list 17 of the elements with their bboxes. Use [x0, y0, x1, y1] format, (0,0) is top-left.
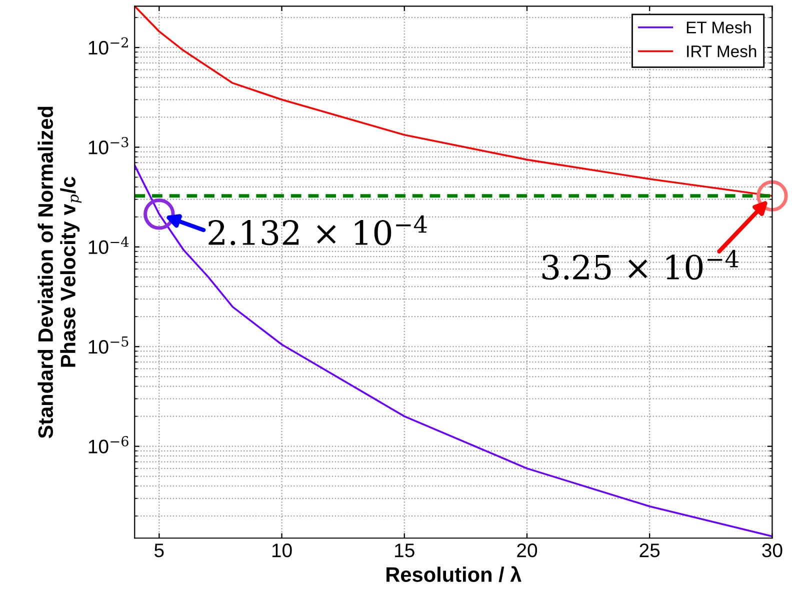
- x-tick-label: 20: [517, 544, 538, 558]
- y-tick-label: 10$^{−2}$: [88, 37, 128, 55]
- annotation: 2.132 × 10$^{−4}$: [208, 215, 427, 246]
- y-tick-label: 10$^{−6}$: [88, 436, 128, 454]
- x-tick-label: 5: [154, 544, 164, 558]
- y-tick-label: 10$^{−4}$: [88, 236, 129, 254]
- x-tick-label: 25: [640, 544, 660, 558]
- y-tick-label: 10$^{−5}$: [88, 336, 128, 354]
- x-tick-label: 30: [762, 544, 782, 558]
- legend-label: IRT Mesh: [687, 45, 756, 58]
- y-axis-title: Standard Deviation of Normalized Phase Velocity v$_{p}$/c: [38, 106, 82, 438]
- legend-label: ET Mesh: [686, 21, 751, 34]
- x-tick-label: 15: [395, 544, 414, 558]
- x-tick-label: 10: [272, 544, 292, 558]
- annotation: 3.25 × 10$^{−4}$: [542, 250, 738, 280]
- x-axis-title: Resolution / λ: [386, 566, 522, 582]
- y-tick-label: 10$^{−3}$: [88, 136, 128, 154]
